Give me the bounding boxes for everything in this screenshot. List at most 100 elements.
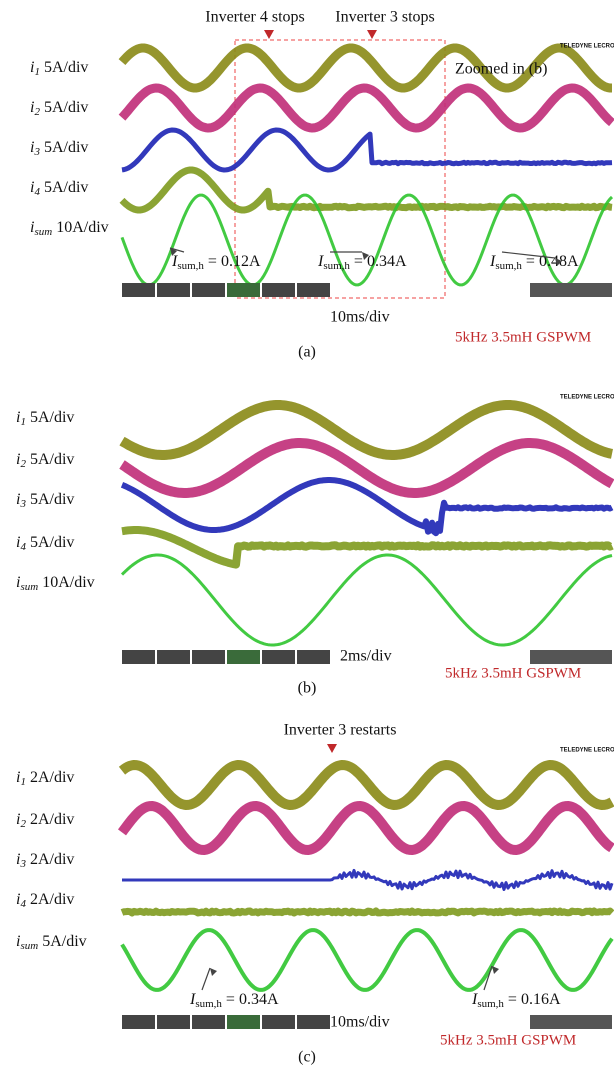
channel-label: isum5A/div: [16, 933, 87, 952]
subscript: sum: [34, 226, 52, 238]
channel-label: i42A/div: [16, 891, 74, 910]
harmonic-label: Isum,h= 0.12A: [171, 253, 261, 272]
waveform: [122, 555, 612, 645]
channel-label: i45A/div: [16, 534, 74, 553]
caption: (c): [298, 1049, 316, 1066]
channel-label: i25A/div: [16, 451, 74, 470]
channel-label: i15A/div: [30, 59, 88, 78]
brand: TELEDYNE LECROY: [560, 44, 614, 50]
channel-label: isum10A/div: [30, 219, 109, 238]
channel-label: i15A/div: [16, 409, 74, 428]
subscript: 1: [34, 66, 40, 78]
value: = 0.16A: [508, 991, 561, 1008]
scale: 5A/div: [44, 139, 88, 156]
scope-readout: [122, 1015, 155, 1029]
scope-readout: [122, 650, 155, 664]
waveform: [122, 930, 612, 990]
scale: 10A/div: [56, 219, 108, 236]
scope-readout: [530, 1015, 612, 1029]
scale: 2A/div: [30, 811, 74, 828]
waveform: [122, 806, 612, 850]
subscript: sum: [20, 581, 38, 593]
scale: 5A/div: [30, 534, 74, 551]
scale: 5A/div: [30, 491, 74, 508]
waveform: [122, 170, 612, 210]
subscript: sum,h: [323, 260, 350, 272]
channel-label: i12A/div: [16, 769, 74, 788]
subscript: 1: [20, 776, 26, 788]
scope-readout: [530, 283, 612, 297]
scale: 2A/div: [30, 769, 74, 786]
scale: 5A/div: [42, 933, 86, 950]
subscript: 3: [19, 498, 26, 510]
zoom-note: Zoomed in (b): [455, 61, 547, 78]
value: = 0.12A: [208, 253, 261, 270]
waveform: [122, 870, 612, 889]
scope-readout: [157, 283, 190, 297]
annotation: Inverter 3 stops: [335, 9, 435, 26]
waveform: [122, 88, 612, 128]
subscript: 4: [34, 186, 40, 198]
scope-readout: [262, 1015, 295, 1029]
scope-readout: [297, 650, 330, 664]
caption: (a): [298, 344, 316, 361]
scale: 2A/div: [30, 891, 74, 908]
subscript: sum,h: [177, 260, 204, 272]
scale: 5A/div: [44, 99, 88, 116]
marker: [367, 30, 377, 39]
scope-readout: [262, 283, 295, 297]
setting: 5kHz 3.5mH GSPWM: [440, 1032, 576, 1048]
subscript: 2: [20, 818, 26, 830]
subscript: 1: [20, 416, 26, 428]
channel-label: i35A/div: [16, 491, 74, 510]
scope-readout: [297, 283, 330, 297]
channel-label: i45A/div: [30, 179, 88, 198]
scope-readout: [297, 1015, 330, 1029]
harmonic-label: Isum,h= 0.34A: [189, 991, 279, 1010]
scale: 5A/div: [30, 409, 74, 426]
subscript: sum,h: [477, 998, 504, 1010]
scope-readout: [227, 1015, 260, 1029]
value: = 0.34A: [354, 253, 407, 270]
subscript: 3: [19, 858, 26, 870]
channel-label: i32A/div: [16, 851, 74, 870]
subscript: sum,h: [195, 998, 222, 1010]
brand: TELEDYNE LECROY: [560, 395, 614, 401]
marker: [264, 30, 274, 39]
harmonic-label: Isum,h= 0.16A: [471, 991, 561, 1010]
annotation: Inverter 3 restarts: [284, 722, 397, 739]
timebase: 10ms/div: [330, 1014, 390, 1031]
caption: (b): [298, 680, 317, 697]
subscript: 2: [20, 458, 26, 470]
marker: [327, 744, 337, 753]
arrow-head: [210, 968, 217, 976]
subscript: sum,h: [495, 260, 522, 272]
scale: 2A/div: [30, 851, 74, 868]
arrow-head: [492, 966, 499, 974]
channel-label: i35A/div: [30, 139, 88, 158]
figure: i15A/divi25A/divi35A/divi45A/divisum10A/…: [0, 0, 614, 1068]
scope-readout: [157, 1015, 190, 1029]
scope-readout: [192, 283, 225, 297]
subscript: 4: [20, 541, 26, 553]
scale: 5A/div: [44, 59, 88, 76]
scope-readout: [192, 1015, 225, 1029]
subscript: 4: [20, 898, 26, 910]
setting: 5kHz 3.5mH GSPWM: [445, 665, 581, 681]
timebase: 2ms/div: [340, 648, 392, 665]
scope-readout: [122, 283, 155, 297]
channel-label: i22A/div: [16, 811, 74, 830]
arrow: [202, 968, 210, 990]
scale: 10A/div: [42, 574, 94, 591]
scale: 5A/div: [30, 451, 74, 468]
scope-readout: [157, 650, 190, 664]
annotation: Inverter 4 stops: [205, 9, 305, 26]
channel-label: i25A/div: [30, 99, 88, 118]
scope-readout: [530, 650, 612, 664]
subscript: 2: [34, 106, 40, 118]
scale: 5A/div: [44, 179, 88, 196]
scope-readout: [262, 650, 295, 664]
value: = 0.34A: [226, 991, 279, 1008]
scope-readout: [192, 650, 225, 664]
scope-readout: [227, 650, 260, 664]
